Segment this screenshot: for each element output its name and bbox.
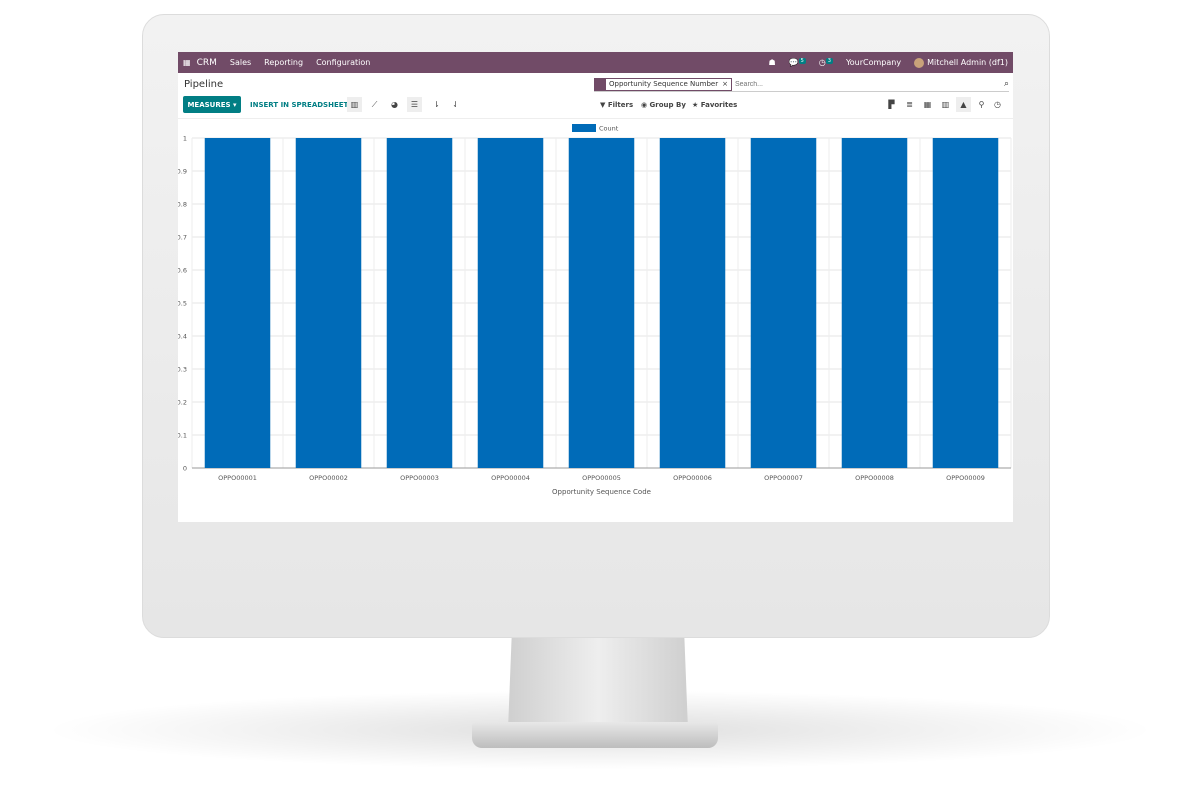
map-view-icon[interactable]: ⚲ xyxy=(978,100,985,109)
group-icon xyxy=(595,78,606,90)
monitor-base xyxy=(472,722,718,748)
top-navbar: ▦ CRM Sales Reporting Configuration ☗ 💬 5… xyxy=(178,52,1013,73)
x-tick-label: OPPO00005 xyxy=(582,474,621,482)
x-tick-label: OPPO00007 xyxy=(764,474,803,482)
y-tick-label: 0.7 xyxy=(178,234,187,242)
activities-icon[interactable]: ◷ 3 xyxy=(818,58,833,67)
x-tick-label: OPPO00002 xyxy=(309,474,348,482)
list-view-icon[interactable]: ≣ xyxy=(906,100,913,109)
pie-chart-icon[interactable]: ◕ xyxy=(391,100,398,109)
y-tick-label: 0.6 xyxy=(178,267,187,275)
x-tick-label: OPPO00008 xyxy=(855,474,894,482)
x-tick-label: OPPO00003 xyxy=(400,474,439,482)
kanban-view-icon[interactable]: ▛ xyxy=(888,100,895,109)
messages-icon[interactable]: 💬 5 xyxy=(788,58,806,67)
x-tick-label: OPPO00001 xyxy=(218,474,257,482)
menu-configuration[interactable]: Configuration xyxy=(316,58,371,67)
stacked-icon[interactable]: ☰ xyxy=(407,97,422,112)
apps-menu-icon[interactable]: ▦ xyxy=(183,58,191,67)
bar xyxy=(568,138,635,468)
y-tick-label: 0 xyxy=(183,465,187,473)
menu-sales[interactable]: Sales xyxy=(229,58,252,67)
sort-ascending-icon[interactable]: ⇃ xyxy=(452,100,459,109)
bar xyxy=(841,138,908,468)
messages-badge: 5 xyxy=(798,58,806,64)
legend-swatch xyxy=(572,124,596,132)
graph-view-icon[interactable]: ▲ xyxy=(956,97,971,112)
line-chart-icon[interactable]: ⟋ xyxy=(371,99,378,109)
bar xyxy=(477,138,544,468)
page-title: Pipeline xyxy=(184,79,224,90)
screen: ▦ CRM Sales Reporting Configuration ☗ 💬 5… xyxy=(178,52,1013,522)
favorites-button[interactable]: ★ Favorites xyxy=(692,101,738,109)
search-input[interactable] xyxy=(734,80,1004,88)
menu-reporting[interactable]: Reporting xyxy=(264,58,304,67)
group-by-label: Group By xyxy=(649,101,686,109)
facet-label: Opportunity Sequence Number xyxy=(609,80,719,88)
filters-button[interactable]: ▼ Filters xyxy=(600,101,634,109)
insert-spreadsheet-button[interactable]: INSERT IN SPREADSHEET xyxy=(250,101,349,109)
filters-label: Filters xyxy=(607,101,634,109)
y-tick-label: 0.5 xyxy=(178,300,187,308)
user-menu[interactable]: Mitchell Admin (df1) xyxy=(927,58,1008,67)
search-facet[interactable]: Opportunity Sequence Number × xyxy=(594,77,732,91)
y-tick-label: 1 xyxy=(183,135,187,143)
y-tick-label: 0.2 xyxy=(178,399,187,407)
bar xyxy=(932,138,999,468)
activities-badge: 3 xyxy=(825,58,833,64)
bar xyxy=(750,138,817,468)
bar xyxy=(204,138,271,468)
app-name[interactable]: CRM xyxy=(196,57,217,68)
search-bar[interactable]: Opportunity Sequence Number× ⌕ xyxy=(594,77,1009,92)
sort-descending-icon[interactable]: ⇂ xyxy=(433,100,440,109)
bug-icon[interactable]: ☗ xyxy=(768,58,776,67)
avatar xyxy=(914,57,925,68)
group-by-button[interactable]: ◉ Group By xyxy=(641,101,686,109)
bar-chart-icon[interactable]: ▥ xyxy=(347,97,362,112)
x-tick-label: OPPO00006 xyxy=(673,474,712,482)
y-tick-label: 0.9 xyxy=(178,168,187,176)
activity-view-icon[interactable]: ◷ xyxy=(994,100,1001,109)
y-tick-label: 0.1 xyxy=(178,432,187,440)
bar xyxy=(295,138,362,468)
bar xyxy=(659,138,726,468)
y-tick-label: 0.8 xyxy=(178,201,187,209)
measures-button[interactable]: MEASURES ▾ xyxy=(183,96,241,113)
x-axis-label: Opportunity Sequence Code xyxy=(552,488,651,496)
monitor-stand xyxy=(508,638,688,730)
calendar-view-icon[interactable]: ▦ xyxy=(923,100,932,109)
favorites-label: Favorites xyxy=(700,101,738,109)
company-switcher[interactable]: YourCompany xyxy=(845,58,902,67)
facet-remove-icon[interactable]: × xyxy=(722,80,728,88)
pivot-view-icon[interactable]: ▥ xyxy=(941,100,950,109)
x-tick-label: OPPO00004 xyxy=(491,474,530,482)
legend-label: Count xyxy=(599,125,619,133)
search-icon[interactable]: ⌕ xyxy=(1003,79,1009,89)
bar xyxy=(386,138,453,468)
y-tick-label: 0.3 xyxy=(178,366,187,374)
y-tick-label: 0.4 xyxy=(178,333,187,341)
bar-chart: 0 0.1 0.2 0.3 0.4 0.5 0.6 0.7 0.8 0.9 1 OPPO00001 OP… xyxy=(178,118,1013,496)
x-tick-label: OPPO00009 xyxy=(946,474,985,482)
